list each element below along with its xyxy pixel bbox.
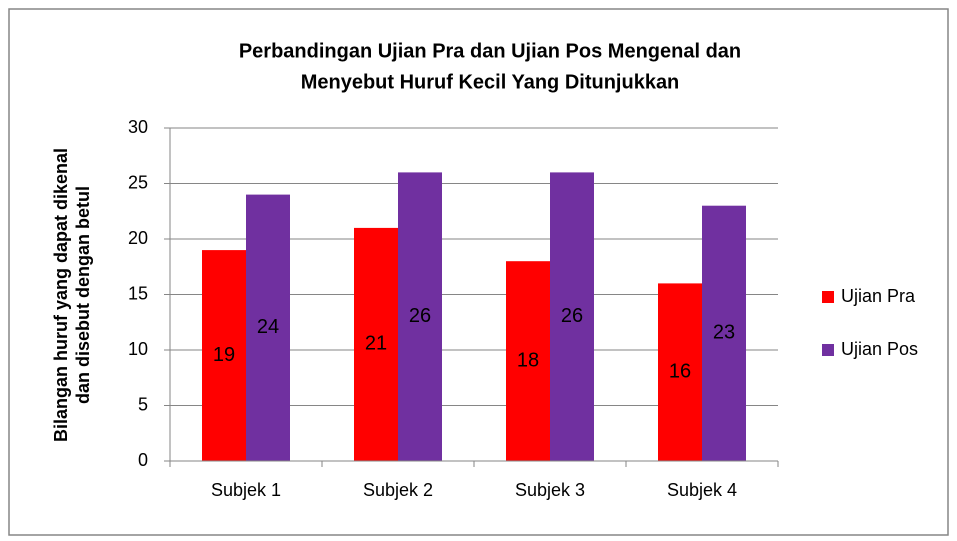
data-label: 23	[713, 322, 735, 344]
bar	[702, 205, 746, 461]
bar	[354, 227, 398, 461]
y-tick-label: 30	[128, 117, 148, 137]
x-tick-label: Subjek 1	[211, 480, 281, 500]
bar	[550, 172, 594, 461]
y-tick-label: 25	[128, 172, 148, 192]
bar	[398, 172, 442, 461]
data-label: 26	[561, 305, 583, 327]
chart-border	[8, 8, 949, 536]
legend-swatch	[822, 344, 834, 356]
chart-title: Menyebut Huruf Kecil Yang Ditunjukkan	[301, 71, 680, 93]
legend-label: Ujian Pra	[841, 286, 916, 306]
data-label: 18	[517, 349, 539, 371]
y-tick-label: 10	[128, 339, 148, 359]
y-axis-label: Bilangan huruf yang dapat dikenal dan di…	[51, 148, 93, 442]
data-label: 21	[365, 333, 387, 355]
y-tick-label: 15	[128, 283, 148, 303]
x-tick-label: Subjek 3	[515, 480, 585, 500]
data-label: 24	[257, 316, 279, 338]
y-tick-label: 5	[138, 394, 148, 414]
y-tick-label: 20	[128, 228, 148, 248]
chart-title: Perbandingan Ujian Pra dan Ujian Pos Men…	[239, 40, 741, 62]
y-axis-label-line: Bilangan huruf yang dapat dikenal	[51, 148, 71, 442]
legend-label: Ujian Pos	[841, 339, 918, 359]
bar	[246, 194, 290, 461]
data-label: 26	[409, 305, 431, 327]
data-label: 16	[669, 360, 691, 382]
data-label: 19	[213, 344, 235, 366]
bar	[658, 283, 702, 461]
bar	[506, 261, 550, 461]
x-tick-label: Subjek 4	[667, 480, 737, 500]
y-axis-label-line: dan disebut dengan betul	[73, 186, 93, 404]
bar	[202, 250, 246, 461]
x-tick-label: Subjek 2	[363, 480, 433, 500]
legend-swatch	[822, 291, 834, 303]
y-tick-label: 0	[138, 450, 148, 470]
